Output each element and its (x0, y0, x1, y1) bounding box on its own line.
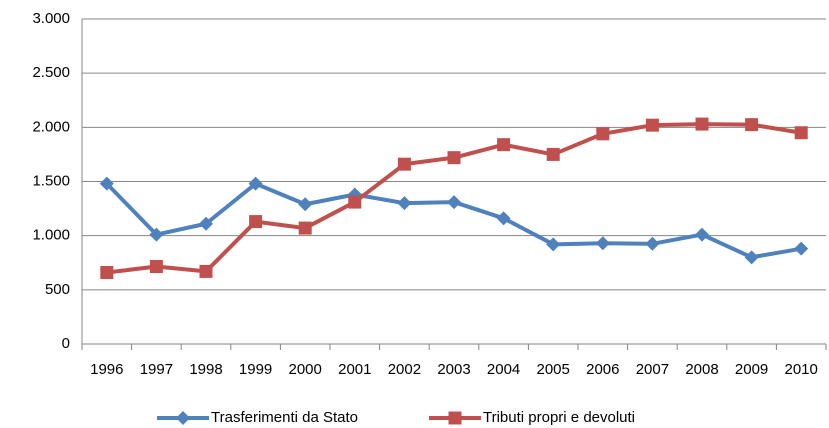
marker (546, 237, 561, 252)
marker (794, 241, 809, 256)
marker (100, 266, 114, 279)
y-tick-label: 1.000 (32, 227, 70, 244)
marker (447, 195, 461, 210)
x-tick-label: 2007 (636, 361, 669, 378)
marker (448, 411, 462, 425)
x-tick-label: 1998 (189, 361, 222, 378)
x-tick-label: 2010 (785, 361, 818, 378)
x-tick-label: 1997 (140, 361, 173, 378)
marker (497, 138, 511, 152)
x-tick-label: 2009 (735, 361, 768, 378)
marker (397, 157, 411, 171)
marker (645, 118, 659, 132)
marker (546, 147, 560, 161)
x-tick-label: 2006 (586, 361, 619, 378)
series-line (105, 181, 802, 260)
y-tick-label: 0 (62, 335, 70, 352)
marker (298, 221, 312, 235)
marker (745, 118, 759, 132)
marker (695, 117, 709, 131)
x-tick-label: 2003 (437, 361, 470, 378)
marker (695, 227, 709, 242)
marker (248, 176, 263, 191)
y-tick-label: 1.500 (32, 172, 70, 189)
y-tick-label: 2.500 (32, 64, 70, 81)
marker (645, 236, 660, 251)
marker (99, 176, 114, 191)
y-tick-label: 500 (45, 281, 70, 298)
marker (199, 264, 213, 278)
marker (249, 215, 263, 229)
marker (298, 197, 313, 212)
x-tick-label: 2002 (388, 361, 421, 378)
x-tick-label: 2004 (487, 361, 520, 378)
marker (595, 236, 610, 251)
marker (176, 411, 190, 425)
marker (348, 195, 362, 209)
marker (794, 126, 808, 140)
legend-label: Tributi propri e devoluti (483, 409, 635, 426)
x-tick-label: 2008 (685, 361, 718, 378)
y-tick-label: 3.000 (32, 10, 70, 27)
marker (447, 151, 461, 165)
marker (744, 250, 759, 265)
legend-label: Trasferimenti da Stato (211, 409, 358, 426)
marker (199, 216, 213, 231)
x-tick-label: 1996 (90, 361, 123, 378)
x-tick-label: 2005 (537, 361, 570, 378)
x-tick-label: 2000 (289, 361, 322, 378)
x-tick-label: 2001 (338, 361, 371, 378)
marker (149, 227, 164, 242)
marker (149, 260, 163, 274)
marker (496, 211, 511, 226)
marker (397, 196, 412, 211)
marker (596, 127, 610, 141)
x-tick-label: 1999 (239, 361, 272, 378)
y-tick-label: 2.000 (32, 118, 70, 135)
